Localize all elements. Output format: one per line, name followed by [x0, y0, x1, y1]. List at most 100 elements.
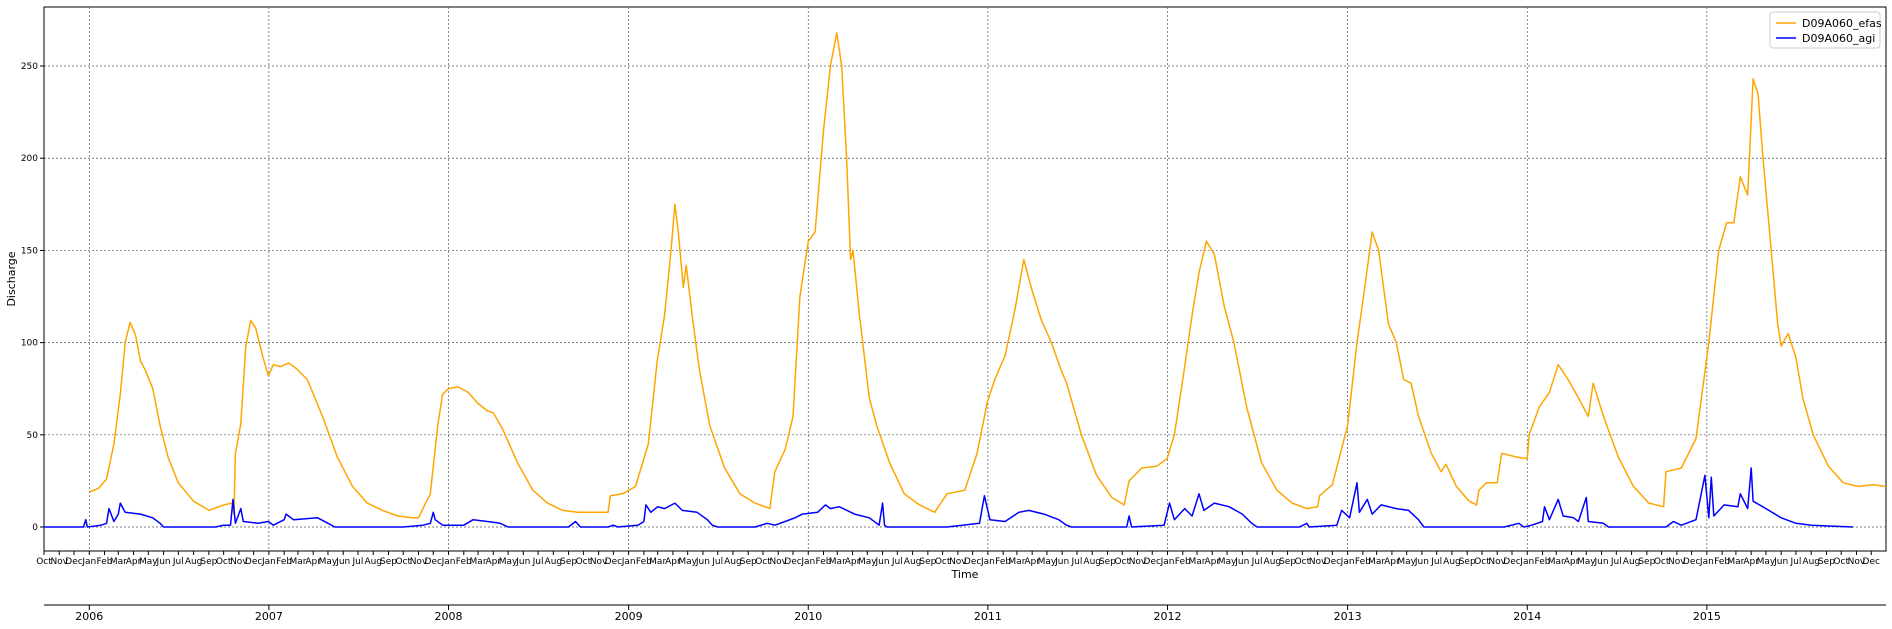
x-tick-label: Sep	[1279, 557, 1296, 567]
x-tick-label: Feb	[1175, 557, 1191, 567]
x-tick-label: Oct	[755, 557, 771, 567]
x-tick-label: Nov	[949, 557, 967, 567]
x-tick-label: Aug	[904, 557, 922, 567]
x-tick-label: Apr	[1205, 557, 1221, 567]
x-tick-label: May	[1038, 557, 1057, 567]
x-tick-label: Feb	[97, 557, 113, 567]
x-tick-label: Aug	[545, 557, 563, 567]
legend: D09A060_efas D09A060_agi	[1769, 11, 1882, 49]
x-tick-label: Oct	[1114, 557, 1130, 567]
x-tick-label: Apr	[1564, 557, 1580, 567]
plot-area	[43, 6, 1887, 552]
x-tick-label: Dec	[245, 557, 262, 567]
x-tick-label: Apr	[1024, 557, 1040, 567]
x-tick-label: Jul	[1790, 557, 1802, 567]
x-tick-label: Jul	[1071, 557, 1083, 567]
x-tick-label: Nov	[769, 557, 787, 567]
x-tick-label: Oct	[1654, 557, 1670, 567]
x-tick-label: Jun	[875, 557, 890, 567]
x-tick-label: Jan	[621, 557, 636, 567]
x-tick-label: May	[1397, 557, 1416, 567]
x-tick-label: Dec	[1863, 557, 1880, 567]
year-tick-label: 2015	[1693, 610, 1721, 623]
x-tick-label: Jan	[441, 557, 456, 567]
x-tick-label: Apr	[486, 557, 502, 567]
y-tick-label: 100	[21, 339, 38, 349]
x-tick-label: Apr	[305, 557, 321, 567]
x-tick-label: Dec	[65, 557, 82, 567]
year-tick-label: 2010	[794, 610, 822, 623]
x-tick-label: Oct	[1474, 557, 1490, 567]
series-line-D09A060_agi	[44, 467, 1854, 528]
x-tick-label: Jan	[81, 557, 96, 567]
x-tick-label: Mar	[470, 557, 487, 567]
legend-label: D09A060_efas	[1802, 17, 1882, 30]
x-tick-label: Mar	[1189, 557, 1206, 567]
x-tick-label: Jul	[1251, 557, 1263, 567]
x-tick-label: Sep	[560, 557, 577, 567]
x-tick-label: Dec	[1683, 557, 1700, 567]
x-tick-label: Jun	[515, 557, 530, 567]
x-tick-label: Dec	[605, 557, 622, 567]
x-tick-label: Jan	[980, 557, 995, 567]
x-tick-label: Aug	[364, 557, 382, 567]
x-tick-label: Feb	[816, 557, 832, 567]
x-tick-label: May	[858, 557, 877, 567]
x-tick-label: Jun	[1773, 557, 1788, 567]
x-tick-label: May	[678, 557, 697, 567]
x-tick-label: Jul	[172, 557, 184, 567]
x-tick-label: Dec	[784, 557, 801, 567]
x-tick-label: Jun	[1054, 557, 1069, 567]
x-tick-label: Sep	[380, 557, 397, 567]
x-tick-label: Jan	[800, 557, 815, 567]
x-tick-label: May	[1577, 557, 1596, 567]
year-tick-label: 2013	[1334, 610, 1362, 623]
x-tick-label: Sep	[740, 557, 757, 567]
x-tick-label: Jun	[1594, 557, 1609, 567]
y-tick-label: 0	[32, 523, 38, 533]
x-tick-label: Sep	[1638, 557, 1655, 567]
x-tick-label: Aug	[1264, 557, 1282, 567]
x-tick-label: Oct	[36, 557, 52, 567]
x-tick-label: Nov	[230, 557, 248, 567]
x-tick-label: Apr	[1743, 557, 1759, 567]
x-tick-label: Feb	[456, 557, 472, 567]
x-tick-label: Dec	[1324, 557, 1341, 567]
x-tick-label: Nov	[50, 557, 68, 567]
year-tick-label: 2014	[1513, 610, 1541, 623]
x-tick-label: Nov	[590, 557, 608, 567]
x-tick-label: Feb	[636, 557, 652, 567]
series-layer	[44, 32, 1887, 528]
x-tick-label: Nov	[1309, 557, 1327, 567]
x-tick-label: Oct	[1295, 557, 1311, 567]
x-tick-label: Mar	[1727, 557, 1744, 567]
x-tick-label: Aug	[1623, 557, 1641, 567]
x-tick-label: Jul	[1610, 557, 1622, 567]
x-tick-label: Mar	[829, 557, 846, 567]
year-tick-label: 2009	[615, 610, 643, 623]
x-tick-label: Mar	[289, 557, 306, 567]
x-tick-label: Jul	[352, 557, 364, 567]
x-tick-label: Jul	[532, 557, 544, 567]
x-tick-label: Feb	[1355, 557, 1371, 567]
x-tick-label: Oct	[576, 557, 592, 567]
y-tick-label: 50	[27, 431, 39, 441]
x-tick-label: Aug	[185, 557, 203, 567]
x-tick-label: Oct	[935, 557, 951, 567]
year-tick-label: 2012	[1154, 610, 1182, 623]
x-tick-label: Apr	[1384, 557, 1400, 567]
x-tick-label: Oct	[1833, 557, 1849, 567]
y-axis-label: Discharge	[5, 251, 18, 306]
year-tick-label: 2011	[974, 610, 1002, 623]
x-tick-label: Dec	[964, 557, 981, 567]
x-tick-label: Jul	[1430, 557, 1442, 567]
grid-lines	[44, 7, 1886, 551]
x-tick-label: Jun	[1414, 557, 1429, 567]
x-tick-label: Nov	[410, 557, 428, 567]
x-tick-label: Jul	[891, 557, 903, 567]
x-tick-label: Jan	[261, 557, 276, 567]
x-axis-label: Time	[951, 568, 979, 581]
x-tick-label: Feb	[995, 557, 1011, 567]
series-line-D09A060_efas	[89, 32, 1887, 519]
